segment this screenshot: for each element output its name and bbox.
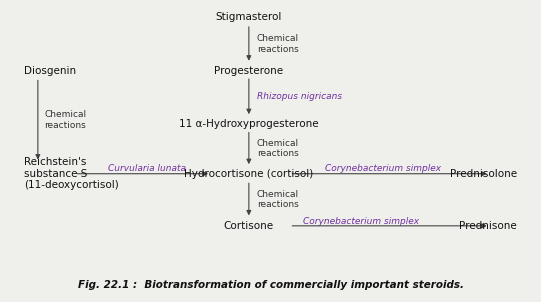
Text: Chemical
reactions: Chemical reactions (257, 34, 299, 53)
Text: Fig. 22.1 :  Biotransformation of commercially important steroids.: Fig. 22.1 : Biotransformation of commerc… (77, 280, 464, 290)
Text: 11 α-Hydroxyprogesterone: 11 α-Hydroxyprogesterone (179, 119, 319, 129)
Text: Cortisone: Cortisone (224, 221, 274, 231)
Text: Chemical
reactions: Chemical reactions (44, 110, 87, 130)
Text: Rhizopus nigricans: Rhizopus nigricans (257, 92, 342, 101)
Text: Chemical
reactions: Chemical reactions (257, 190, 299, 209)
Text: Curvularia lunata: Curvularia lunata (108, 164, 186, 173)
Text: Progesterone: Progesterone (214, 66, 283, 76)
Text: Prednisone: Prednisone (459, 221, 517, 231)
Text: Chemical
reactions: Chemical reactions (257, 139, 299, 158)
Text: Stigmasterol: Stigmasterol (216, 12, 282, 22)
Text: Hydrocortisone (cortisol): Hydrocortisone (cortisol) (184, 169, 313, 179)
Text: Diosgenin: Diosgenin (24, 66, 76, 76)
Text: Corynebacterium simplex: Corynebacterium simplex (325, 164, 441, 173)
Text: Corynebacterium simplex: Corynebacterium simplex (303, 217, 419, 226)
Text: Prednisolone: Prednisolone (450, 169, 517, 179)
Text: Reichstein's
substance S
(11-deoxycortisol): Reichstein's substance S (11-deoxycortis… (24, 157, 119, 190)
